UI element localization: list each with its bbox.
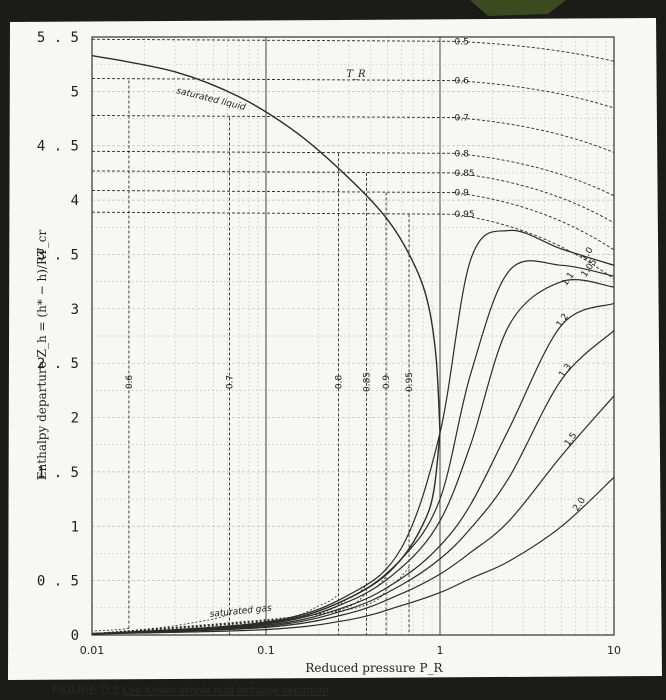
y-tick-label: 5	[71, 84, 79, 100]
y-tick-label: 1 . 5	[37, 465, 79, 481]
liquid-isotherm	[92, 115, 614, 153]
y-tick-label: 3 . 5	[37, 247, 79, 263]
liquid-isotherm	[92, 211, 614, 280]
y-tick-label: 3	[71, 302, 79, 318]
plot-frame	[91, 36, 615, 636]
caption-label: FIGURE D.2	[52, 683, 120, 697]
liquid-isotherm-label: 0.8	[455, 149, 470, 159]
y-tick-label: 5 . 5	[37, 30, 79, 46]
liquid-isotherm	[92, 78, 614, 109]
liquid-isotherm-label: 0.7	[455, 113, 469, 123]
liquid-isotherm	[92, 150, 614, 197]
y-tick-label: 2	[71, 411, 79, 427]
vapor-isotherm-label: 0.8	[335, 375, 345, 390]
supercritical-isotherm	[92, 395, 614, 635]
liquid-isotherm-label: 0.9	[455, 188, 470, 198]
grid	[92, 37, 614, 635]
y-tick-label: 1	[71, 519, 79, 535]
liquid-isotherm	[92, 190, 614, 251]
supercritical-isotherm	[92, 476, 614, 635]
vapor-isotherm-label: 0.85	[363, 372, 373, 392]
supercritical-isotherm	[92, 229, 614, 635]
liquid-isotherm-label: 0.95	[455, 210, 475, 220]
vapor-isotherm-label: 0.7	[226, 375, 236, 389]
background-object	[470, 0, 566, 16]
liquid-isotherm	[92, 38, 614, 62]
x-tick-label: 1	[437, 644, 444, 657]
figure-caption: FIGURE D.2 Lee-Kesler simple fluid entha…	[52, 683, 329, 697]
vapor-isotherm-label: 0.95	[405, 372, 415, 392]
liquid-isotherm-label: 0.5	[455, 37, 469, 47]
liquid-isotherm	[92, 170, 614, 224]
liquid-isotherm-label: 0.85	[455, 169, 475, 179]
series-label-title: T_R	[346, 69, 366, 80]
vapor-isotherm-curve	[92, 628, 129, 634]
curves	[92, 38, 614, 635]
x-tick-label: 0.1	[257, 644, 275, 657]
supercritical-isotherm	[92, 279, 614, 635]
caption-text: Lee-Kesler simple fluid enthalpy departu…	[122, 685, 329, 697]
liquid-isotherm-label: 0.6	[455, 76, 470, 86]
y-tick-label: 4	[71, 193, 79, 209]
vapor-isotherm-label: 0.9	[382, 375, 392, 390]
x-axis-label: Reduced pressure P_R	[305, 661, 443, 675]
y-tick-label: 4 . 5	[37, 139, 79, 155]
x-tick-label: 10	[607, 644, 621, 657]
y-tick-label: 2 . 5	[37, 356, 79, 372]
ticks: 0 0 . 5 1 1 . 5 2 2 . 5 3 3 . 5 4 4 . 5 5 5 . 5 0.01…	[37, 30, 621, 657]
supercritical-isotherm	[92, 330, 614, 635]
supercritical-isotherm	[92, 302, 614, 635]
vapor-isotherm-label: 0.6	[125, 375, 135, 390]
y-tick-label: 0 . 5	[37, 574, 79, 590]
supercritical-isotherm	[92, 260, 614, 635]
x-tick-label: 0.01	[80, 644, 105, 657]
paper-page	[8, 18, 662, 680]
y-axis-label: Enthalpy departure Z_h = (h* − h)/RT_cr	[35, 230, 49, 481]
y-tick-label: 0	[71, 628, 79, 644]
